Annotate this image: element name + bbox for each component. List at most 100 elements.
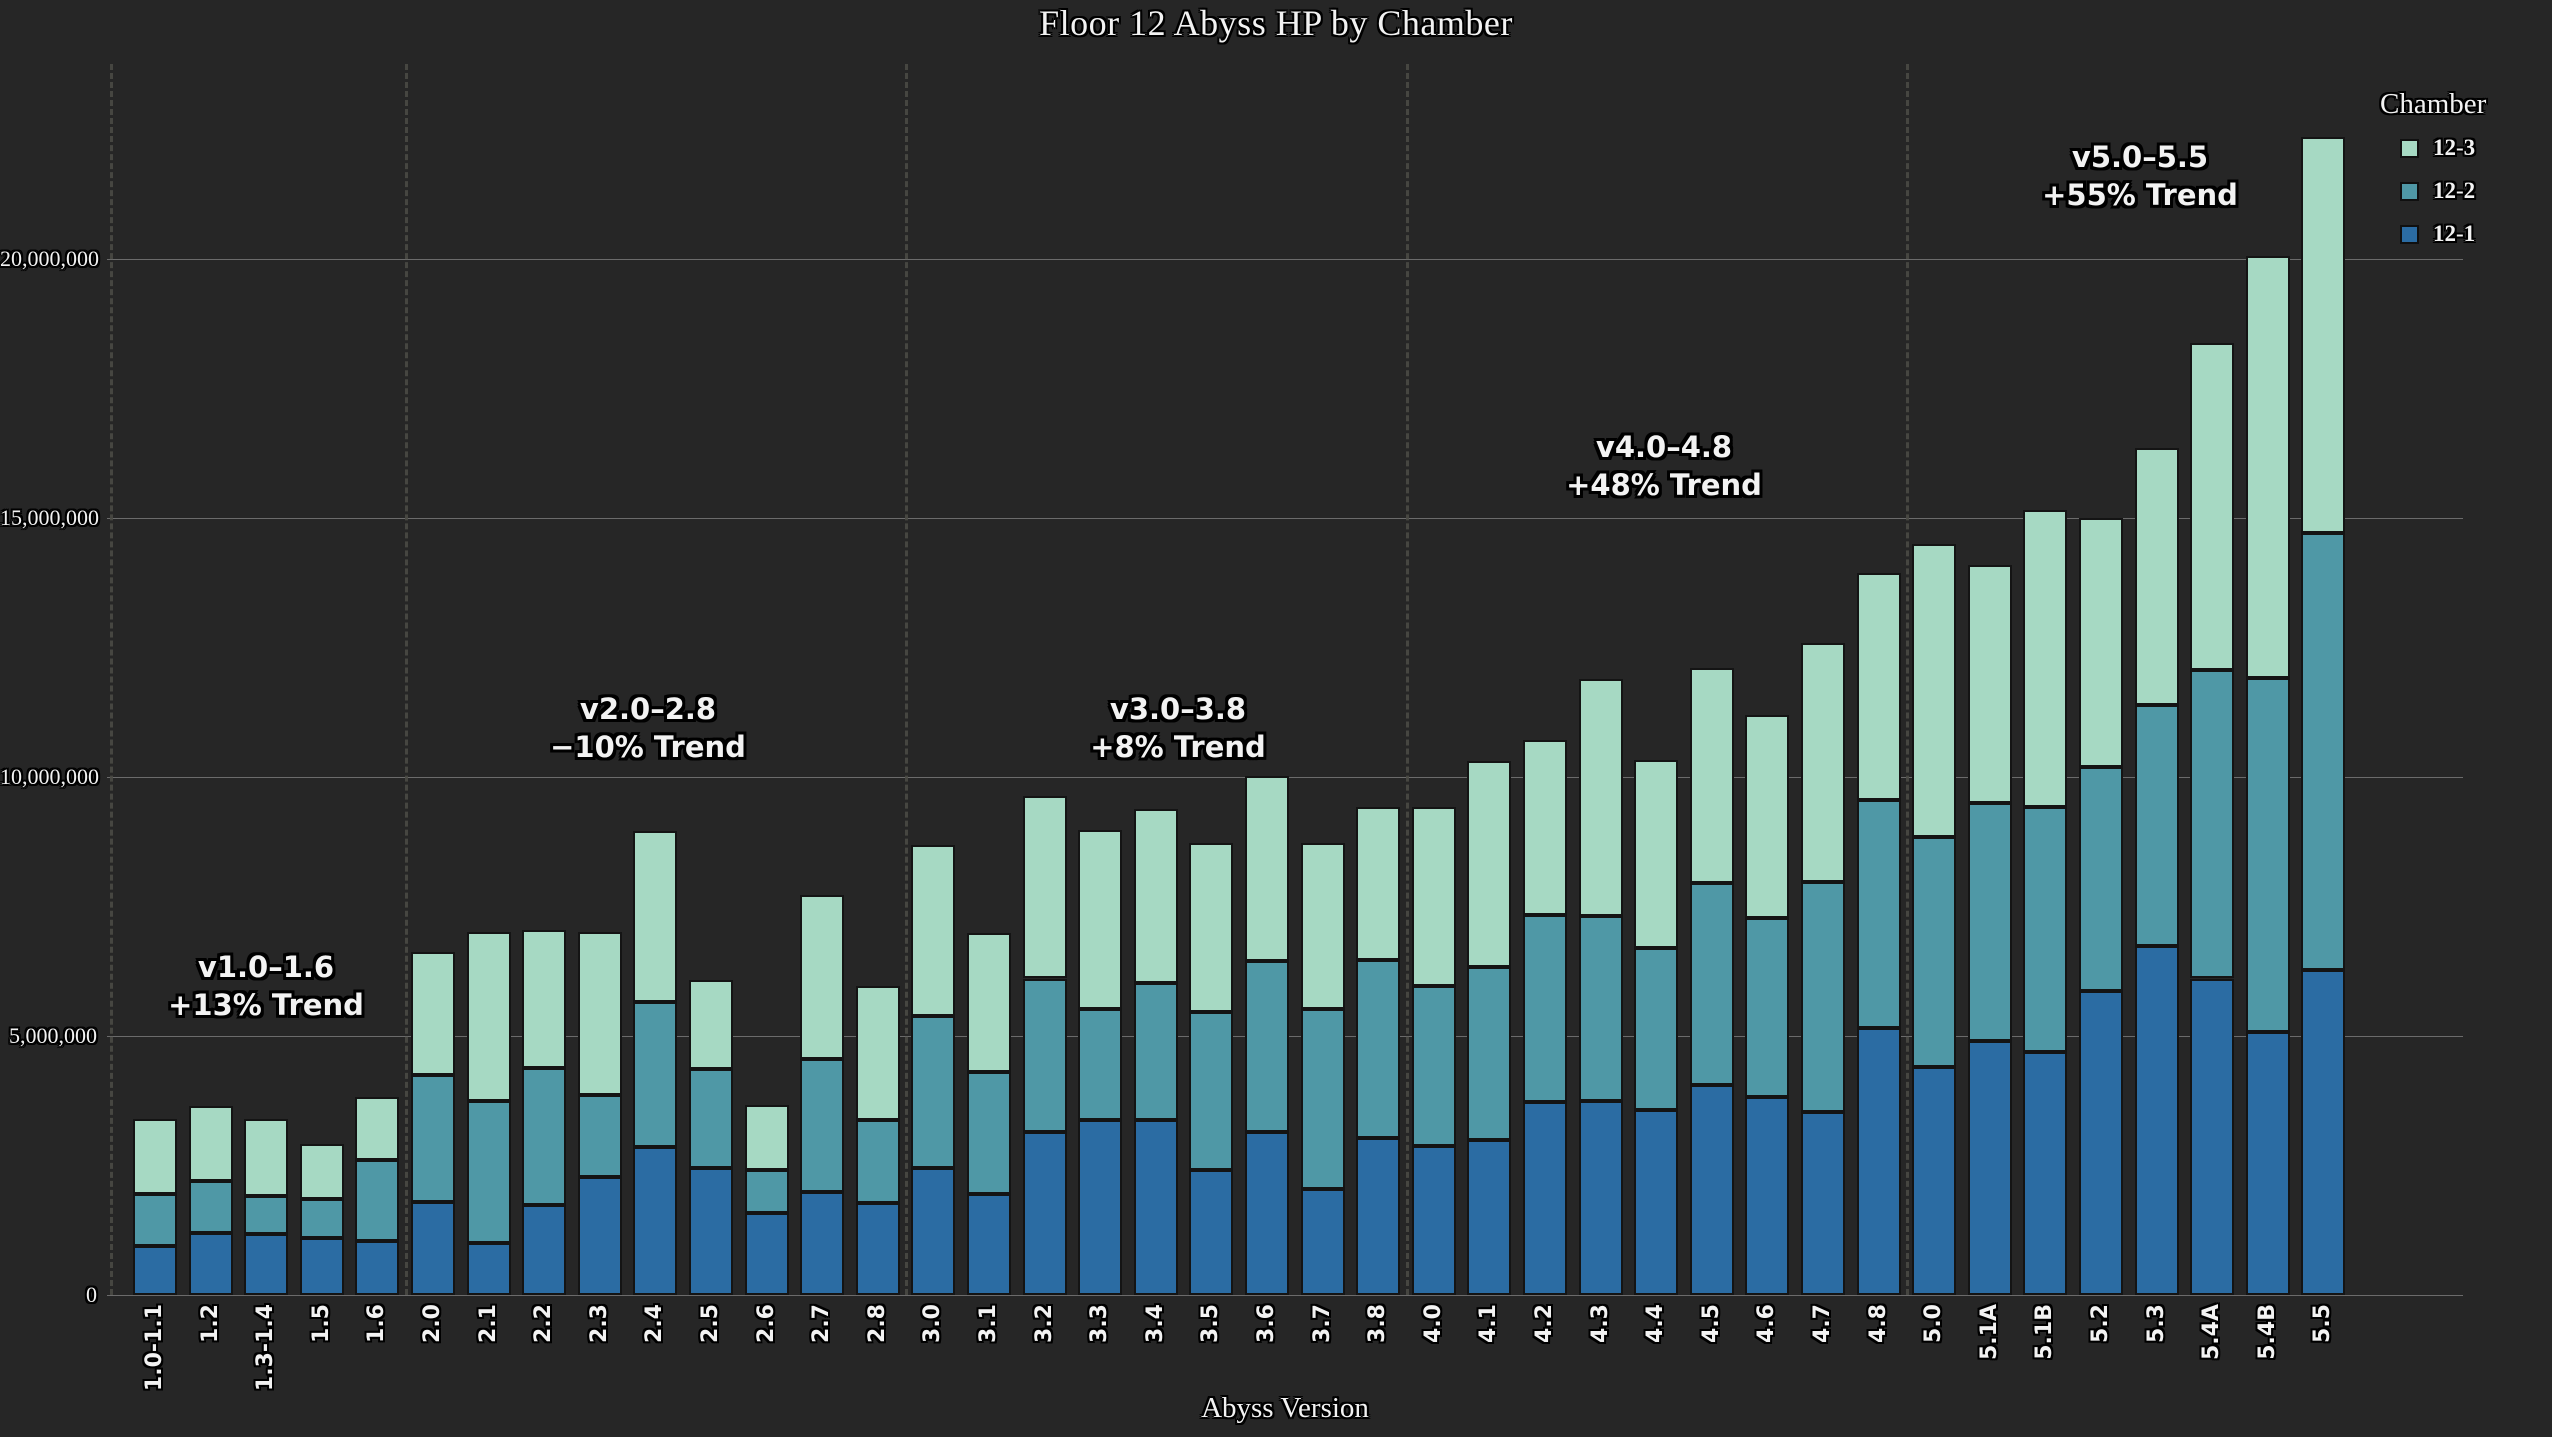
bar-segment-12-2-1.0-1.1 [133, 1193, 177, 1246]
bar-segment-12-3-5.5 [2301, 136, 2346, 533]
bar-segment-12-3-3.2 [1022, 796, 1067, 979]
bar-segment-12-2-2.1 [466, 1100, 511, 1244]
bar-segment-12-1-2.7 [800, 1191, 845, 1295]
bar-segment-12-2-5.4B [2245, 678, 2290, 1032]
bar-segment-12-1-5.4B [2245, 1031, 2290, 1295]
bar-segment-12-3-2.8 [855, 985, 900, 1120]
bar-segment-12-2-4.4 [1634, 947, 1679, 1111]
annotation-line1: v5.0–5.5 [2071, 140, 2209, 174]
bar-segment-12-1-1.5 [299, 1238, 344, 1295]
x-tick-label-2.1: 2.1 [475, 1304, 501, 1343]
bar-segment-12-2-4.7 [1801, 881, 1845, 1112]
bar-segment-12-2-1.3-1.4 [244, 1195, 289, 1235]
bar-segment-12-1-3.1 [967, 1193, 1011, 1295]
annotation-line2: +55% Trend [2042, 178, 2238, 212]
annotation-line1: v4.0–4.8 [1595, 430, 1733, 464]
bar-segment-12-3-2.2 [522, 929, 567, 1069]
bar-segment-12-1-3.0 [911, 1168, 956, 1295]
bar-segment-12-1-2.8 [855, 1203, 900, 1295]
x-tick-label-4.2: 4.2 [1532, 1304, 1557, 1343]
x-tick-label-5.4A: 5.4A [2199, 1304, 2225, 1360]
x-axis-title: Abyss Version [1201, 1392, 1369, 1424]
annotation-line2: +8% Trend [1090, 730, 1266, 764]
bar-segment-12-1-4.7 [1801, 1111, 1845, 1295]
bar-segment-12-1-3.5 [1189, 1170, 1234, 1295]
bar-segment-12-2-5.1B [2023, 806, 2068, 1052]
bar-segment-12-3-1.5 [299, 1143, 344, 1199]
bar-segment-12-1-2.4 [633, 1146, 678, 1295]
x-tick-label-3.2: 3.2 [1031, 1304, 1057, 1343]
version-separator [1406, 64, 1409, 1295]
bar-segment-12-1-3.6 [1245, 1131, 1289, 1295]
bar-segment-12-2-5.3 [2134, 704, 2179, 947]
annotation-line1: v1.0–1.6 [197, 950, 335, 984]
bar-segment-12-1-3.8 [1356, 1138, 1401, 1295]
bar-segment-12-3-1.2 [188, 1105, 233, 1182]
bar-segment-12-2-2.7 [800, 1059, 845, 1192]
gridline-20000000 [107, 259, 2463, 260]
bar-segment-12-3-5.4A [2190, 343, 2235, 670]
trend-annotation: v1.0–1.6 +13% Trend [168, 948, 364, 1024]
gridline-0 [107, 1295, 2463, 1296]
bar-segment-12-1-5.5 [2301, 970, 2346, 1295]
bar-segment-12-1-4.0 [1411, 1145, 1456, 1295]
x-tick-label-4.3: 4.3 [1587, 1304, 1613, 1343]
x-tick-label-5.1A: 5.1A [1976, 1304, 2002, 1360]
bar-segment-12-2-3.5 [1189, 1011, 1234, 1171]
x-tick-label-3.4: 3.4 [1142, 1304, 1168, 1343]
trend-annotation: v5.0–5.5 +55% Trend [2042, 138, 2238, 214]
x-tick-label-3.8: 3.8 [1365, 1304, 1391, 1343]
bar-segment-12-2-4.3 [1578, 915, 1623, 1101]
bar-segment-12-3-5.2 [2079, 518, 2123, 767]
legend-label: 12-2 [2433, 178, 2476, 203]
bar-segment-12-3-5.1B [2023, 509, 2068, 807]
bar-segment-12-2-5.4A [2190, 669, 2235, 979]
bar-segment-12-1-4.4 [1634, 1110, 1679, 1295]
bar-segment-12-1-5.1A [1967, 1041, 2012, 1295]
bar-segment-12-3-4.2 [1523, 739, 1567, 915]
bar-segment-12-2-5.2 [2079, 766, 2123, 992]
bar-segment-12-3-2.7 [800, 895, 845, 1060]
trend-annotation: v3.0–3.8 +8% Trend [1090, 690, 1266, 766]
x-tick-label-3.5: 3.5 [1198, 1304, 1224, 1343]
y-tick-label: 5,000,000 [9, 1023, 97, 1048]
annotation-line2: +48% Trend [1566, 468, 1762, 502]
bar-segment-12-2-3.2 [1022, 978, 1067, 1132]
bar-segment-12-2-5.5 [2301, 532, 2346, 971]
bar-segment-12-2-2.4 [633, 1001, 678, 1147]
bar-segment-12-2-4.2 [1523, 914, 1567, 1102]
x-tick-label-5.5: 5.5 [2310, 1304, 2336, 1343]
x-tick-label-3.0: 3.0 [920, 1304, 946, 1343]
x-tick-label-1.3-1.4: 1.3-1.4 [253, 1304, 279, 1392]
bar-segment-12-3-5.0 [1912, 543, 1957, 837]
bar-segment-12-1-3.2 [1022, 1131, 1067, 1295]
bar-segment-12-1-4.2 [1523, 1101, 1567, 1295]
version-separator [405, 64, 408, 1295]
bar-segment-12-1-2.2 [522, 1204, 567, 1295]
annotation-line2: −10% Trend [550, 730, 746, 764]
bar-segment-12-2-5.0 [1912, 836, 1957, 1068]
bar-segment-12-3-4.3 [1578, 678, 1623, 916]
bar-segment-12-2-3.8 [1356, 959, 1401, 1139]
trend-annotation: v2.0–2.8 −10% Trend [550, 690, 746, 766]
bar-segment-12-1-2.5 [689, 1168, 733, 1295]
bar-segment-12-3-3.8 [1356, 806, 1401, 960]
bar-segment-12-2-4.1 [1467, 966, 1512, 1141]
chart-title: Floor 12 Abyss HP by Chamber [1039, 3, 1513, 43]
bar-segment-12-3-2.4 [633, 830, 678, 1002]
y-tick-label: 10,000,000 [0, 764, 99, 789]
bar-segment-12-1-2.3 [577, 1176, 622, 1295]
bar-segment-12-1-5.0 [1912, 1067, 1957, 1295]
version-separator [110, 64, 113, 1295]
x-tick-label-5.3: 5.3 [2143, 1304, 2169, 1343]
bar-segment-12-1-3.7 [1300, 1189, 1345, 1295]
bar-segment-12-3-5.3 [2134, 448, 2179, 705]
x-tick-label-2.7: 2.7 [809, 1304, 835, 1343]
bar-segment-12-3-2.5 [689, 980, 733, 1070]
x-tick-label-1.6: 1.6 [364, 1304, 390, 1343]
bar-segment-12-3-1.6 [355, 1096, 400, 1160]
x-tick-label-1.5: 1.5 [308, 1304, 334, 1343]
x-tick-label-3.6: 3.6 [1254, 1304, 1279, 1343]
bar-segment-12-1-5.4A [2190, 978, 2235, 1295]
bar-segment-12-2-4.0 [1411, 985, 1456, 1146]
